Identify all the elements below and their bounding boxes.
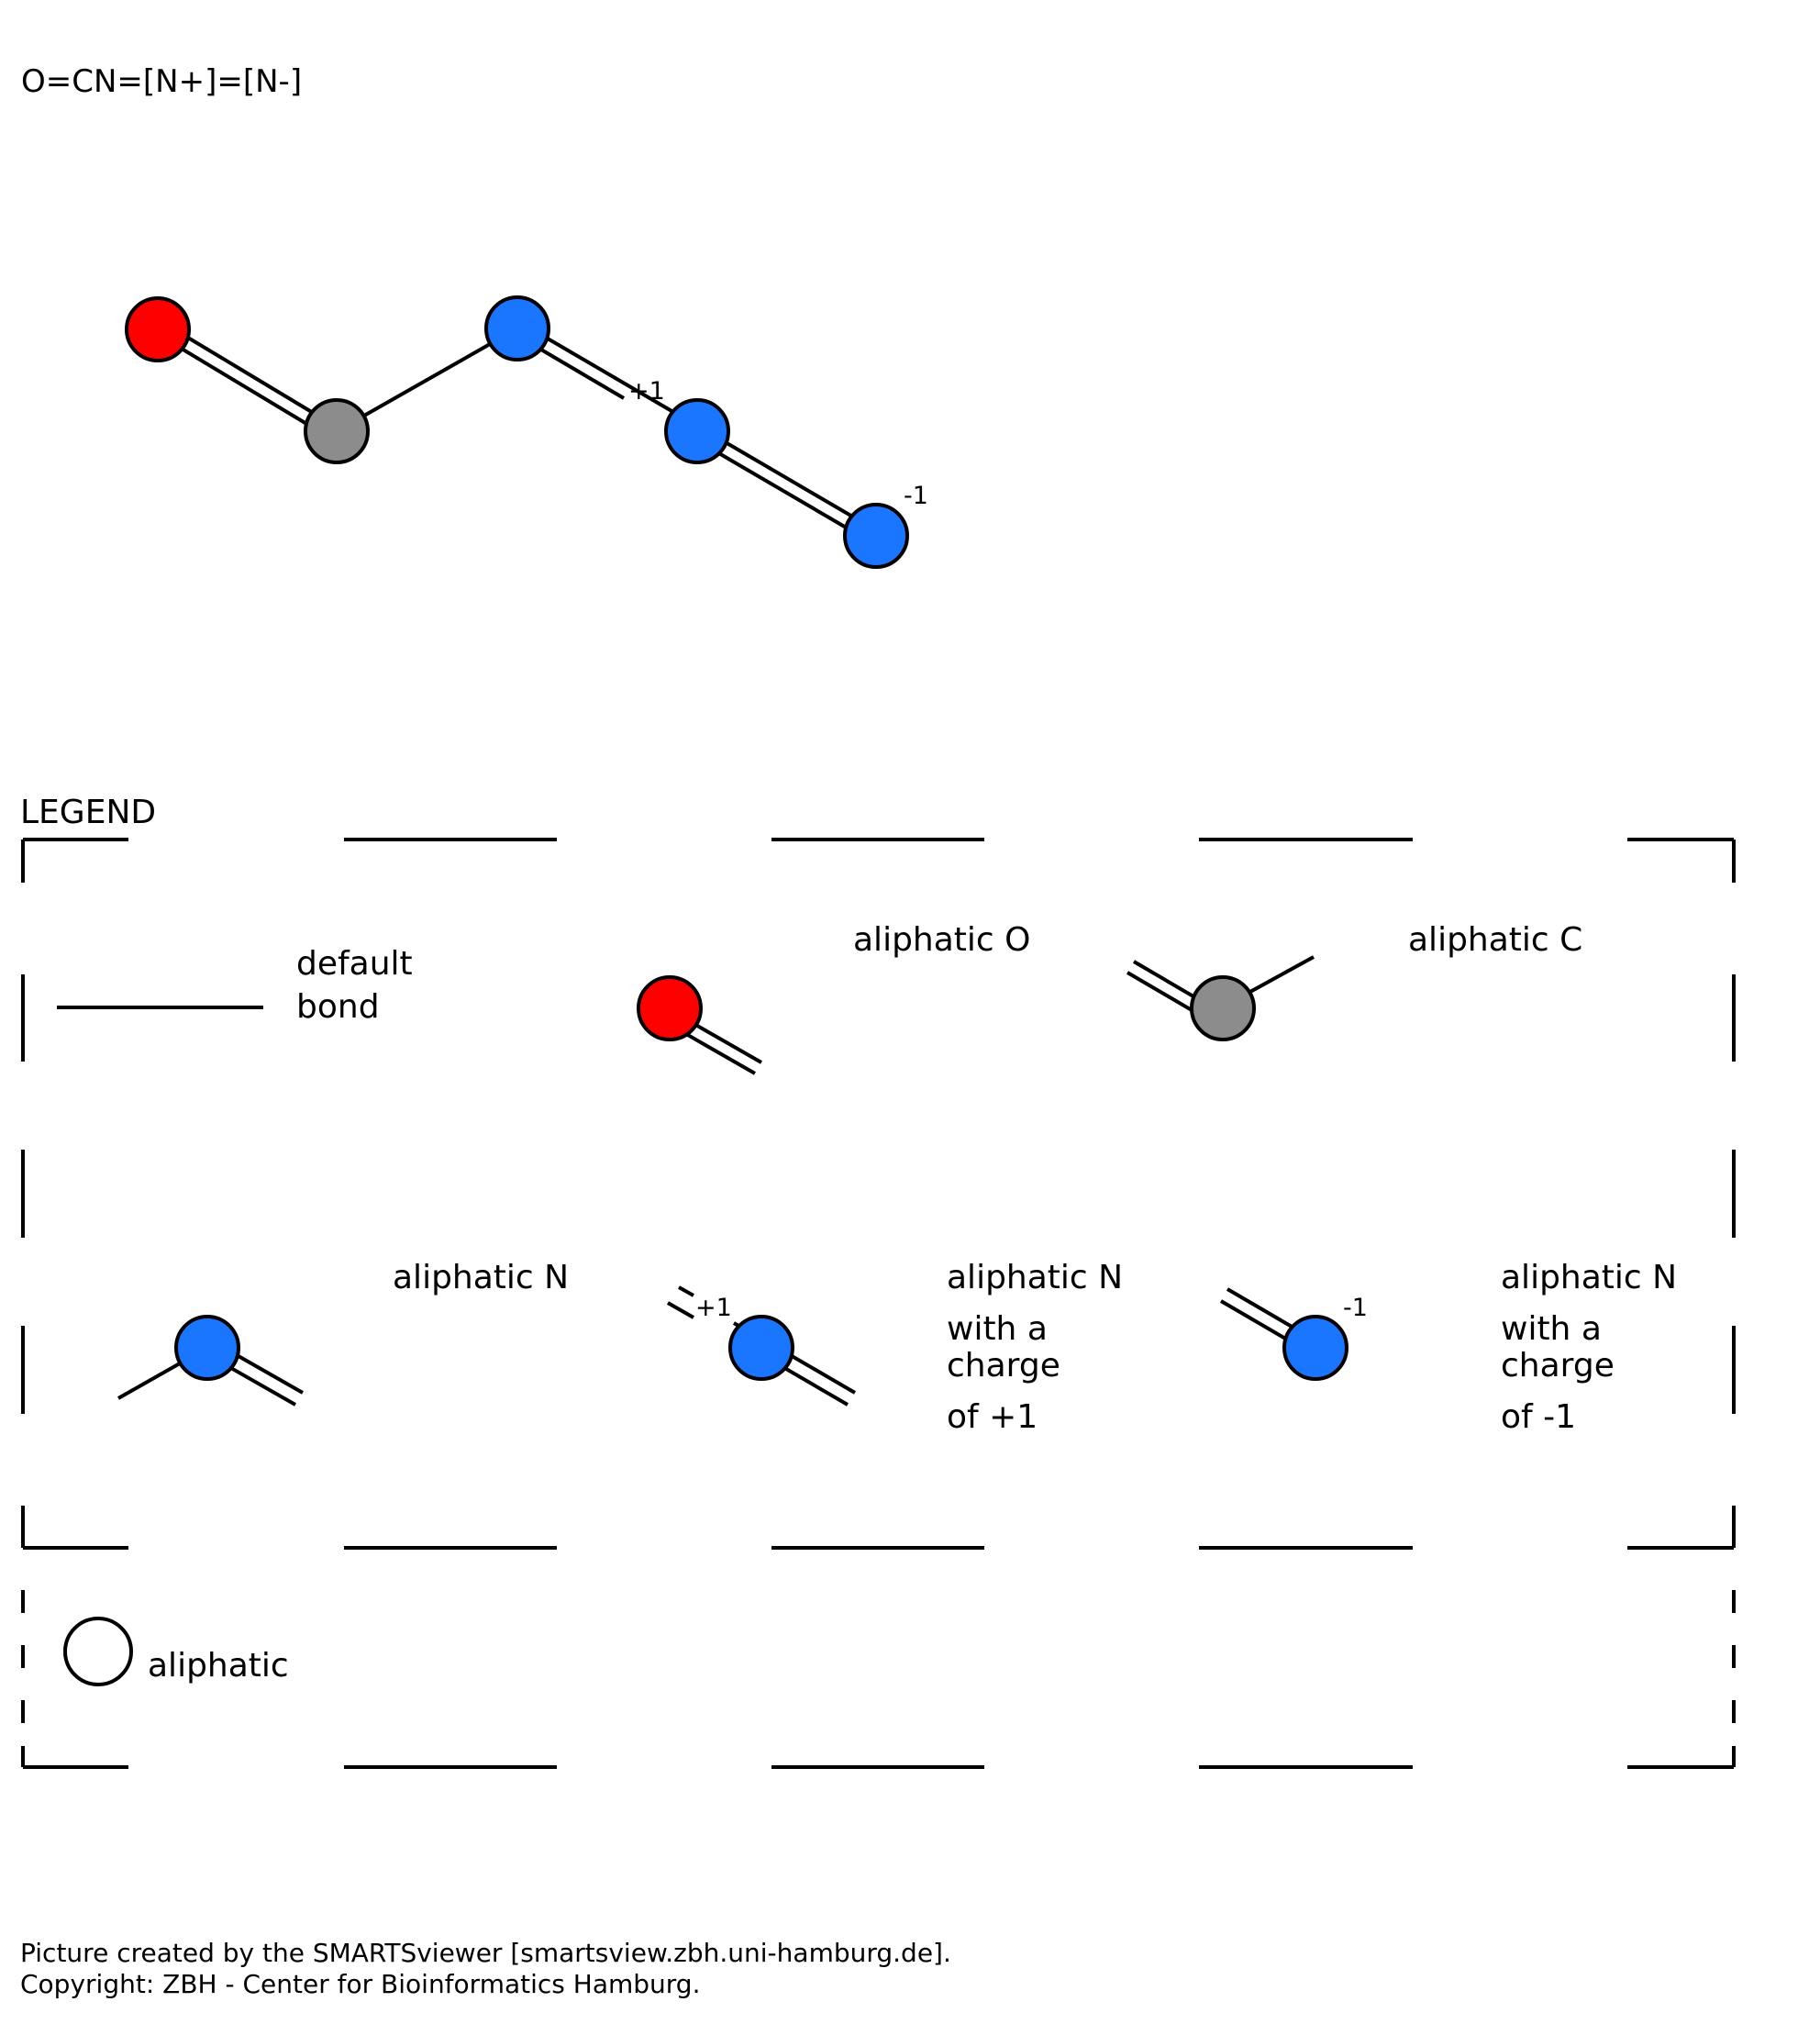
default-bond-label-line2: bond xyxy=(296,988,380,1026)
molecule-depiction: +1 -1 xyxy=(125,295,928,569)
legend-item-aliphatic-n: aliphatic N xyxy=(117,1259,569,1407)
legend-item-aliphatic: aliphatic xyxy=(63,1617,289,1686)
legend-nitrogen-negative-atom xyxy=(1282,1315,1348,1381)
legend-n-plus-label-line1: aliphatic N xyxy=(947,1259,1123,1296)
smiles-string: O=CN=[N+]=[N-] xyxy=(21,63,302,100)
legend-title: LEGEND xyxy=(20,794,156,831)
legend-n-minus-label-line2: with a xyxy=(1501,1310,1602,1348)
legend-nitrogen-positive-atom xyxy=(728,1315,794,1381)
legend-item-aliphatic-n-plus: +1 aliphatic N with a charge of +1 xyxy=(667,1259,1123,1436)
legend-n-minus-label-line1: aliphatic N xyxy=(1501,1259,1677,1296)
footer-credit: Picture created by the SMARTSviewer [sma… xyxy=(20,1938,951,1968)
legend-item-default-bond: default bond xyxy=(57,945,413,1026)
legend-item-aliphatic-n-minus: -1 aliphatic N with a charge of -1 xyxy=(1219,1259,1677,1436)
legend-aliphatic-circle xyxy=(63,1617,133,1686)
legend-n-plus-label-line4: of +1 xyxy=(947,1398,1038,1436)
legend-aliphatic-n-label: aliphatic N xyxy=(393,1259,569,1296)
legend-n-minus-label-line3: charge xyxy=(1501,1347,1615,1385)
bond-c-n-single xyxy=(336,327,518,433)
atom-oxygen xyxy=(125,296,191,362)
atom-carbon xyxy=(304,398,370,464)
footer-copyright: Copyright: ZBH - Center for Bioinformati… xyxy=(20,1969,700,1999)
legend-charge-plus: +1 xyxy=(695,1294,732,1322)
legend-carbon-atom xyxy=(1190,975,1256,1041)
atom-nitrogen xyxy=(484,295,550,361)
atom-nitrogen-positive xyxy=(664,398,730,464)
legend-aliphatic-label: aliphatic xyxy=(148,1647,289,1685)
charge-label-plus: +1 xyxy=(628,377,665,406)
legend-oxygen-atom xyxy=(637,975,703,1041)
charge-label-minus: -1 xyxy=(904,482,928,510)
legend-item-aliphatic-o: aliphatic O xyxy=(637,921,1030,1075)
default-bond-label-line1: default xyxy=(296,945,413,983)
legend-n-plus-label-line3: charge xyxy=(947,1347,1060,1385)
legend-item-aliphatic-c: aliphatic C xyxy=(1126,921,1582,1041)
legend-aliphatic-o-label: aliphatic O xyxy=(853,921,1030,959)
bond-nplus-nminus-double xyxy=(705,433,878,543)
atom-nitrogen-negative xyxy=(843,503,909,569)
legend-n-plus-label-line2: with a xyxy=(947,1310,1048,1348)
legend-n-minus-label-line4: of -1 xyxy=(1501,1398,1576,1436)
legend-charge-minus: -1 xyxy=(1343,1294,1368,1322)
legend-nitrogen-atom xyxy=(174,1315,240,1381)
legend-aliphatic-c-label: aliphatic C xyxy=(1408,921,1582,959)
legend-frame xyxy=(21,838,1736,1769)
